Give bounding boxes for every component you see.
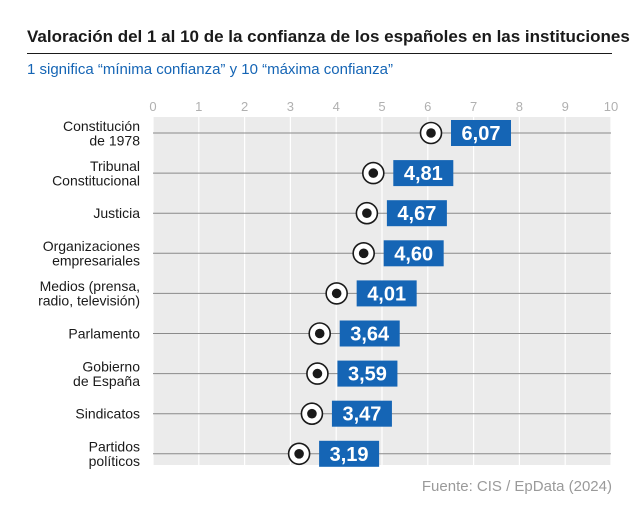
category-label: Sindicatos bbox=[75, 406, 140, 422]
data-point bbox=[312, 368, 323, 379]
data-point bbox=[307, 408, 317, 419]
data-point bbox=[358, 248, 369, 259]
category-label: de 1978 bbox=[89, 132, 140, 148]
data-point bbox=[362, 208, 372, 218]
value-label: 6,07 bbox=[462, 123, 501, 145]
x-tick-label: 4 bbox=[333, 99, 340, 114]
x-tick-label: 2 bbox=[241, 99, 248, 114]
value-label-box bbox=[393, 160, 454, 187]
category-label: Constitución bbox=[63, 118, 140, 134]
value-label-box bbox=[386, 200, 447, 227]
value-label: 3,19 bbox=[330, 444, 369, 466]
data-point bbox=[294, 449, 304, 459]
x-tick-label: 3 bbox=[287, 99, 294, 114]
value-label: 4,81 bbox=[404, 163, 443, 185]
value-label: 4,60 bbox=[394, 243, 433, 265]
category-label: de España bbox=[73, 373, 140, 389]
category-label: radio, televisión) bbox=[38, 293, 140, 309]
data-point bbox=[331, 288, 342, 299]
x-tick-label: 9 bbox=[562, 99, 569, 114]
category-label: Gobierno bbox=[82, 358, 140, 374]
data-point bbox=[368, 168, 379, 178]
chart-title: Valoración del 1 al 10 de la confianza d… bbox=[27, 27, 630, 46]
category-label: empresariales bbox=[52, 253, 140, 269]
value-label-box bbox=[331, 400, 392, 427]
x-tick-label: 0 bbox=[149, 99, 156, 114]
category-label: Medios (prensa, bbox=[40, 278, 140, 294]
category-label: Justicia bbox=[93, 205, 140, 221]
value-label-box bbox=[319, 440, 380, 467]
category-label: Tribunal bbox=[90, 158, 140, 174]
category-label: Constitucional bbox=[52, 172, 140, 188]
x-tick-label: 8 bbox=[516, 99, 523, 114]
category-label: Parlamento bbox=[68, 326, 140, 342]
value-label: 3,59 bbox=[348, 364, 387, 386]
x-tick-label: 7 bbox=[470, 99, 477, 114]
data-point bbox=[314, 328, 325, 339]
value-label: 3,47 bbox=[342, 404, 381, 426]
value-label-box bbox=[383, 240, 444, 267]
value-label: 4,67 bbox=[397, 203, 436, 225]
value-label-box bbox=[339, 320, 400, 347]
data-point bbox=[426, 128, 436, 138]
category-label: políticos bbox=[89, 453, 140, 469]
source-note: Fuente: CIS / EpData (2024) bbox=[421, 478, 612, 495]
x-tick-label: 10 bbox=[604, 99, 618, 114]
chart-subtitle: 1 significa “mínima confianza” y 10 “máx… bbox=[27, 61, 393, 78]
value-label-box bbox=[451, 120, 512, 146]
title-divider bbox=[27, 53, 612, 54]
x-tick-label: 5 bbox=[378, 99, 385, 114]
value-label: 4,01 bbox=[367, 283, 406, 305]
category-label: Partidos bbox=[89, 439, 140, 455]
x-tick-label: 1 bbox=[195, 99, 202, 114]
value-label-box bbox=[337, 360, 398, 387]
value-label: 3,64 bbox=[350, 324, 390, 346]
x-tick-label: 6 bbox=[424, 99, 431, 114]
category-label: Organizaciones bbox=[43, 238, 140, 254]
value-label-box bbox=[356, 280, 417, 307]
